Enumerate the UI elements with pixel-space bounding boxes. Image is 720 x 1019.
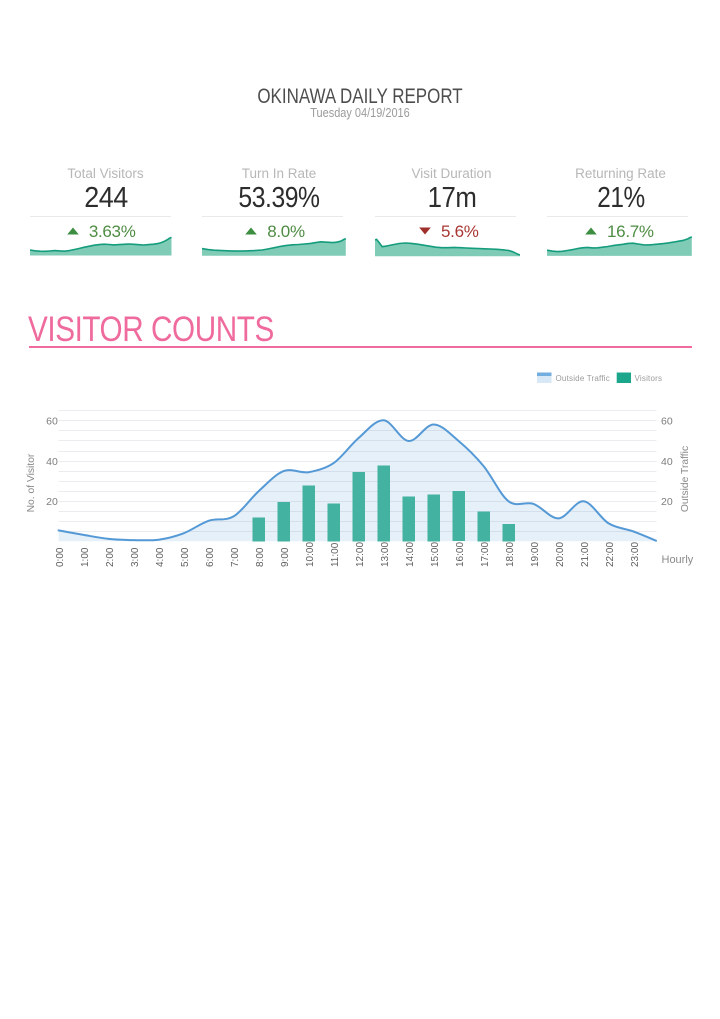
svg-text:7:00: 7:00 — [230, 547, 241, 567]
svg-text:Outside Traffic: Outside Traffic — [680, 446, 691, 512]
svg-text:10:00: 10:00 — [305, 542, 316, 567]
svg-text:20: 20 — [46, 496, 58, 508]
svg-text:Visitors: Visitors — [635, 374, 663, 383]
svg-text:60: 60 — [661, 416, 673, 428]
svg-text:2:00: 2:00 — [105, 547, 116, 567]
svg-text:0:00: 0:00 — [55, 547, 66, 567]
svg-text:18:00: 18:00 — [505, 542, 516, 567]
svg-text:13:00: 13:00 — [380, 542, 391, 567]
svg-text:40: 40 — [46, 456, 58, 468]
svg-text:6:00: 6:00 — [205, 547, 216, 567]
svg-text:21:00: 21:00 — [580, 542, 591, 567]
svg-text:19:00: 19:00 — [530, 542, 541, 567]
svg-text:14:00: 14:00 — [405, 542, 416, 567]
svg-text:22:00: 22:00 — [605, 542, 616, 567]
svg-text:40: 40 — [661, 456, 673, 468]
svg-text:5:00: 5:00 — [180, 547, 191, 567]
svg-text:11:00: 11:00 — [330, 542, 341, 567]
svg-text:16:00: 16:00 — [455, 542, 466, 567]
svg-text:9:00: 9:00 — [280, 547, 291, 567]
svg-text:No. of Visitor: No. of Visitor — [26, 453, 37, 512]
svg-text:3:00: 3:00 — [130, 547, 141, 567]
svg-text:12:00: 12:00 — [355, 542, 366, 567]
svg-text:15:00: 15:00 — [430, 542, 441, 567]
svg-text:23:00: 23:00 — [630, 542, 641, 567]
svg-text:4:00: 4:00 — [155, 547, 166, 567]
svg-text:Outside Traffic: Outside Traffic — [556, 374, 610, 383]
svg-text:17:00: 17:00 — [480, 542, 491, 567]
svg-text:20:00: 20:00 — [555, 542, 566, 567]
svg-text:Hourly: Hourly — [662, 554, 694, 566]
svg-text:8:00: 8:00 — [255, 547, 266, 567]
svg-text:60: 60 — [46, 416, 58, 428]
svg-text:1:00: 1:00 — [80, 547, 91, 567]
svg-text:20: 20 — [661, 496, 673, 508]
